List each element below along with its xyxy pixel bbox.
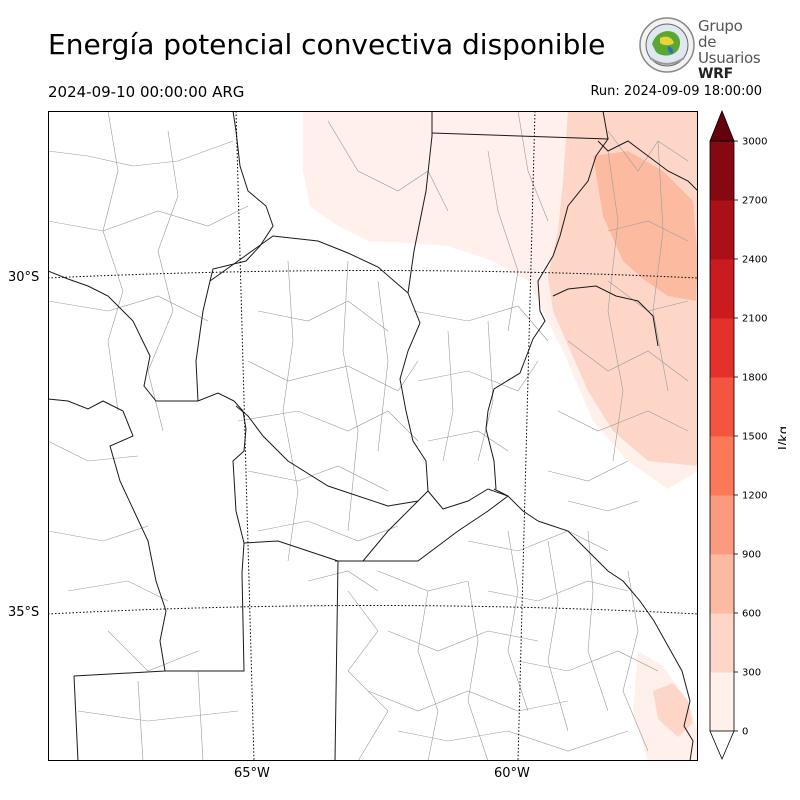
colorbar-band xyxy=(710,495,734,555)
colorbar-band xyxy=(710,554,734,614)
colorbar-tick-label: 2100 xyxy=(742,314,767,325)
lat-label-30s: 30°S xyxy=(8,270,40,285)
colorbar-bands xyxy=(709,109,735,761)
colorbar-extend-high xyxy=(709,109,735,142)
colorbar-band xyxy=(710,613,734,673)
colorbar-tick-label: 600 xyxy=(742,609,761,620)
lon-label-65w: 65°W xyxy=(234,766,270,781)
colorbar-band xyxy=(710,141,734,201)
wrf-group-logo: Grupo de Usuarios WRF xyxy=(638,16,764,82)
cape-band-300-600-east xyxy=(676,401,698,446)
cape-band-300-600-coast xyxy=(653,683,693,737)
lat-label-35s: 35°S xyxy=(8,605,40,620)
cape-map xyxy=(48,111,698,761)
cape-shading xyxy=(303,111,698,761)
logo-line-3: WRF xyxy=(698,66,733,82)
valid-time: 2024-09-10 00:00:00 ARG xyxy=(48,83,245,101)
colorbar-tick-label: 1800 xyxy=(742,373,767,384)
colorbar-tick-label: 900 xyxy=(742,550,761,561)
colorbar: 0 300 600 900 1200 1500 1800 2100 2400 2700 3000 J… xyxy=(709,109,786,761)
colorbar-band xyxy=(710,259,734,319)
colorbar-tick-label: 2700 xyxy=(742,196,767,207)
colorbar-band xyxy=(710,200,734,260)
map-title: Energía potencial convectiva disponible xyxy=(48,28,606,61)
department-boundaries xyxy=(48,111,689,761)
lon-label-60w: 60°W xyxy=(494,766,530,781)
colorbar-tick-label: 0 xyxy=(742,727,748,738)
cape-band-600-900 xyxy=(593,151,698,301)
colorbar-tick-label: 300 xyxy=(742,668,761,679)
globe-icon xyxy=(639,17,695,73)
colorbar-band xyxy=(710,436,734,496)
colorbar-tick-label: 1500 xyxy=(742,432,767,443)
colorbar-tick-label: 3000 xyxy=(742,137,767,148)
map-frame xyxy=(48,111,698,761)
colorbar-ticks: 0 300 600 900 1200 1500 1800 2100 2400 2700 3000 xyxy=(734,137,767,738)
logo-line-2: Usuarios xyxy=(698,49,761,67)
colorbar-band xyxy=(710,318,734,378)
province-boundaries xyxy=(48,111,698,761)
colorbar-tick-label: 1200 xyxy=(742,491,767,502)
logo-line-1: Grupo de xyxy=(698,17,743,51)
colorbar-band xyxy=(710,672,734,732)
colorbar-tick-label: 2400 xyxy=(742,255,767,266)
colorbar-band xyxy=(710,377,734,437)
colorbar-extend-low xyxy=(709,730,735,761)
colorbar-unit: J/kg xyxy=(777,426,786,451)
run-time: Run: 2024-09-09 18:00:00 xyxy=(590,84,762,99)
graticule xyxy=(48,111,698,761)
